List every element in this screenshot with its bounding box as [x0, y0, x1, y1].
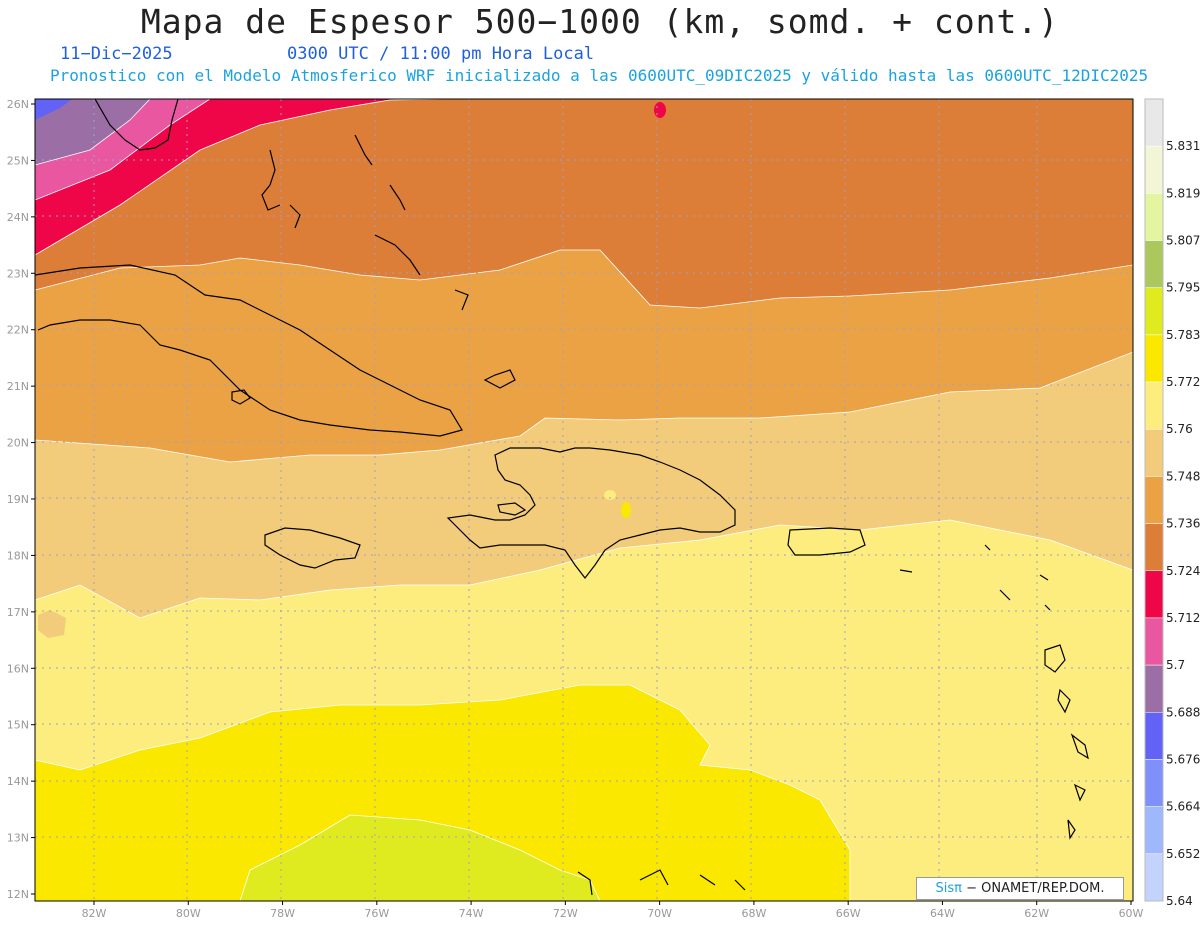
isle-of-youth [231, 389, 251, 405]
forecast-time: 0300 UTC / 11:00 pm Hora Local [287, 44, 595, 64]
plot-frame [34, 98, 1134, 902]
colorbar-label: 5.831 [1166, 139, 1200, 153]
lat-label: 13N [7, 832, 29, 845]
lon-label: 70W [647, 907, 672, 920]
colorbar-label: 5.7 [1166, 658, 1185, 672]
colorbar-label: 5.724 [1166, 564, 1200, 578]
coastlines [35, 99, 1089, 896]
inagua [454, 289, 469, 311]
colorbar-swatch [1144, 570, 1164, 619]
colorbar-label: 5.736 [1166, 517, 1200, 531]
colorbar-label: 5.64 [1166, 894, 1193, 908]
colorbar-swatch [1144, 759, 1164, 807]
colorbar-label: 5.664 [1166, 800, 1200, 814]
colorbar-swatch [1144, 240, 1164, 288]
credit-text: − ONAMET/REP.DOM. [966, 881, 1105, 896]
colorbar-label: 5.819 [1166, 186, 1200, 200]
south-islands [577, 869, 746, 896]
map-title: Mapa de Espesor 500−1000 (km, somd. + co… [140, 2, 1060, 41]
colorbar-label: 5.76 [1166, 422, 1193, 436]
lon-label: 78W [270, 907, 295, 920]
lat-label: 20N [7, 437, 29, 450]
patch-yellow-2 [621, 502, 631, 518]
lat-label: 14N [7, 775, 29, 788]
colorbar: 5.831 5.819 5.807 5.795 5.783 5.772 5.76 5.748 5… [1144, 98, 1200, 908]
model-info: Pronostico con el Modelo Atmosferico WRF… [50, 66, 1149, 85]
gonave-island [497, 502, 527, 516]
lat-label: 12N [7, 888, 29, 901]
lat-label: 25N [7, 154, 29, 167]
colorbar-frame [1144, 98, 1164, 902]
lat-label: 26N [7, 98, 29, 111]
colorbar-label: 5.748 [1166, 469, 1200, 483]
band-5664 [35, 99, 72, 120]
colorbar-label: 5.652 [1166, 847, 1200, 861]
credit-box: Sisπ − ONAMET/REP.DOM. [916, 877, 1124, 900]
lat-label: 24N [7, 211, 29, 224]
lon-label: 80W [176, 907, 201, 920]
colorbar-swatch [1144, 428, 1164, 477]
colorbar-label: 5.783 [1166, 328, 1200, 342]
colorbar-swatch [1144, 806, 1164, 855]
patch-yellow-1 [604, 490, 616, 500]
turks-caicos [483, 369, 516, 389]
colorbar-label: 5.688 [1166, 705, 1200, 719]
bahamas-2 [289, 204, 301, 229]
colorbar-swatch [1144, 287, 1164, 336]
lon-label: 66W [836, 907, 861, 920]
lat-label: 16N [7, 662, 29, 675]
colorbar-swatch [1144, 664, 1164, 713]
colorbar-swatch [1144, 476, 1164, 524]
colorbar-label: 5.676 [1166, 752, 1200, 766]
lon-label: 76W [364, 907, 389, 920]
band-5676 [35, 99, 151, 166]
colorbar-label: 5.795 [1166, 281, 1200, 295]
bahamas-1 [261, 149, 281, 211]
bahamas-4 [389, 184, 406, 211]
sispi-brand: Sisπ [935, 881, 962, 896]
lon-label: 60W [1119, 907, 1144, 920]
colorbar-swatch [1144, 98, 1164, 147]
lon-label: 62W [1024, 907, 1049, 920]
bahamas-5 [374, 234, 421, 276]
colorbar-swatch [1144, 523, 1164, 572]
hispaniola-coast [446, 447, 736, 579]
lon-label: 64W [930, 907, 955, 920]
colorbar-swatch [1144, 145, 1164, 194]
jamaica-coast [264, 527, 361, 569]
lat-label: 22N [7, 324, 29, 337]
lat-label: 21N [7, 380, 29, 393]
lat-label: 17N [7, 606, 29, 619]
colorbar-label: 5.772 [1166, 375, 1200, 389]
latitude-axis: 26N 25N 24N 23N 22N 21N 20N 19N 18N 17N 16N 15N 14N 1… [7, 98, 35, 901]
florida-coast [94, 99, 179, 151]
lesser-antilles [899, 544, 1089, 840]
patch-red [654, 102, 666, 118]
lon-label: 68W [741, 907, 766, 920]
cuba-coast [35, 264, 463, 437]
lat-label: 15N [7, 719, 29, 732]
lat-label: 23N [7, 267, 29, 280]
colorbar-swatch [1144, 334, 1164, 383]
lat-lon-grid [35, 99, 1133, 901]
lon-label: 72W [553, 907, 578, 920]
forecast-date: 11−Dic−2025 [60, 44, 173, 64]
colorbar-swatch [1144, 712, 1164, 760]
bahamas-3 [354, 134, 373, 166]
colorbar-label: 5.807 [1166, 234, 1200, 248]
colorbar-swatch [1144, 193, 1164, 241]
patch-orange-west [38, 610, 66, 638]
colorbar-label: 5.712 [1166, 611, 1200, 625]
lat-label: 18N [7, 549, 29, 562]
longitude-axis: 82W 80W 78W 76W 74W 72W 70W 68W 66W 64W 62W 60W [82, 901, 1144, 920]
lat-label: 19N [7, 493, 29, 506]
lon-label: 82W [82, 907, 107, 920]
colorbar-swatch [1144, 381, 1164, 430]
puerto-rico-coast [787, 527, 866, 556]
colorbar-swatch [1144, 617, 1164, 666]
colorbar-swatch [1144, 853, 1164, 902]
lon-label: 74W [459, 907, 484, 920]
